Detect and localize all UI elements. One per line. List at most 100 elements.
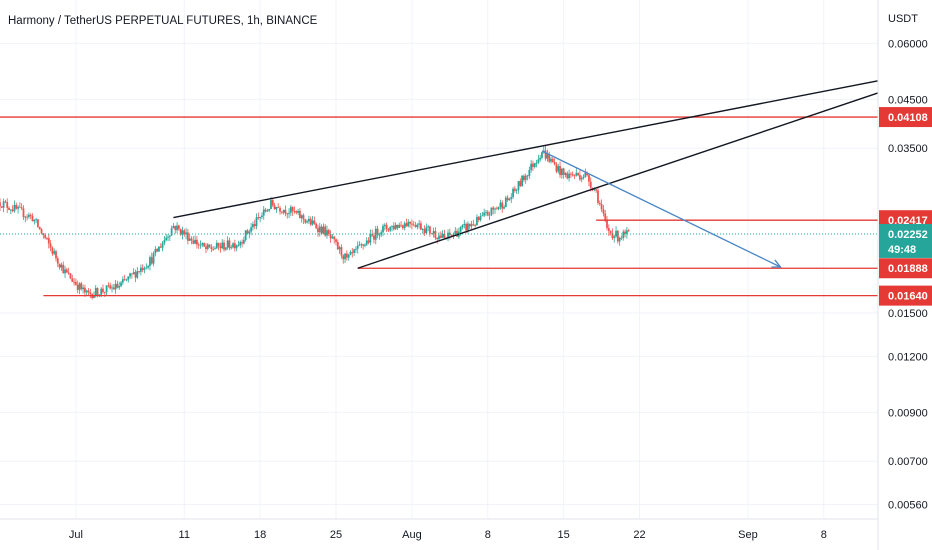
candle-body: [194, 239, 197, 244]
candle-body: [615, 230, 617, 237]
candle-body: [112, 287, 115, 290]
candle-body: [555, 164, 558, 172]
candle-body: [382, 226, 384, 233]
candle-body: [221, 242, 224, 249]
candle-body: [60, 264, 63, 268]
candle-body: [259, 217, 262, 219]
time-tick-label: 15: [558, 529, 570, 541]
candle-body: [539, 157, 542, 160]
candle-body: [159, 246, 162, 248]
candle-body: [136, 271, 139, 278]
candle-body: [252, 224, 254, 228]
candle-body: [271, 200, 274, 206]
candle-body: [606, 220, 608, 229]
candle-body: [423, 228, 426, 233]
candle-body: [593, 189, 596, 191]
candle-body: [490, 207, 493, 215]
candle-body: [463, 223, 466, 226]
candle-body: [295, 211, 298, 213]
candle-body: [56, 258, 59, 264]
candle-body: [235, 245, 238, 249]
candle-body: [504, 197, 507, 207]
candle-body: [317, 228, 319, 233]
candle-body: [335, 239, 337, 243]
level-tag-background: [879, 107, 932, 128]
forecast-arrow: [541, 150, 782, 268]
candle-body: [436, 237, 439, 240]
candle-body: [93, 294, 95, 298]
candle-body: [383, 224, 386, 227]
candle-body: [120, 282, 122, 287]
candle-body: [342, 255, 345, 260]
candle-body: [311, 220, 314, 225]
candle-body: [174, 225, 177, 231]
arrow-line: [541, 150, 781, 268]
candle-body: [485, 211, 487, 213]
candle-body: [250, 227, 253, 232]
candle-body: [87, 290, 90, 293]
candle-body: [138, 271, 141, 272]
candle-body: [242, 239, 245, 244]
candle-body: [76, 284, 79, 290]
candle-body: [46, 238, 48, 239]
candle-body: [329, 234, 332, 239]
candle-body: [421, 228, 424, 230]
candle-body: [618, 237, 621, 242]
candle-body: [156, 249, 159, 252]
candle-body: [371, 234, 374, 236]
candle-body: [519, 181, 522, 186]
candle-body: [306, 221, 309, 223]
candle-body: [286, 213, 289, 215]
candle-body: [418, 223, 421, 225]
candle-body: [589, 181, 592, 188]
candle-body: [434, 231, 437, 238]
candle-body: [105, 285, 108, 293]
last-price-tag-text: 0.02252: [888, 229, 928, 241]
candle-body: [111, 287, 113, 289]
time-axis[interactable]: Jul 11 18 25 Aug 8 15 22 Sep 8: [69, 529, 827, 541]
time-tick-label: Sep: [738, 529, 758, 541]
candle-body: [523, 175, 525, 181]
candle-body: [354, 248, 357, 250]
candle-body: [557, 166, 560, 172]
candle-body: [210, 247, 213, 249]
candle-body: [33, 219, 36, 222]
candle-body: [477, 217, 480, 220]
candle-body: [143, 268, 146, 270]
candle-body: [8, 207, 10, 210]
candle-body: [264, 209, 267, 212]
candle-body: [586, 172, 589, 176]
candle-body: [467, 223, 469, 231]
candle-body: [181, 230, 184, 235]
candle-body: [568, 173, 570, 179]
candle-body: [64, 269, 66, 274]
candle-body: [51, 247, 54, 254]
candle-body: [89, 292, 92, 294]
candle-body: [579, 175, 581, 180]
candle-body: [308, 218, 310, 222]
candle-body: [331, 236, 334, 239]
price-tick-label: 0.01200: [888, 351, 928, 363]
candle-body: [170, 228, 173, 236]
candle-body: [367, 240, 370, 243]
candle-body: [571, 174, 574, 176]
candle-body: [609, 231, 612, 234]
candle-body: [74, 281, 77, 285]
level-tag-background: [879, 285, 932, 306]
candle-body: [2, 201, 5, 208]
candle-body: [262, 209, 265, 216]
candle-body: [508, 198, 511, 201]
candle-body: [140, 267, 142, 272]
time-tick-label: 22: [633, 529, 645, 541]
candle-body: [257, 217, 260, 219]
candle-body: [270, 200, 272, 209]
candle-body: [241, 242, 243, 244]
price-axis[interactable]: 0.06000 0.04500 0.03500 0.01500 0.01200 0.009…: [888, 38, 928, 511]
candle-body: [134, 272, 137, 278]
candle-body: [163, 239, 166, 244]
candle-body: [214, 248, 216, 250]
candle-body: [37, 219, 39, 228]
candle-body: [580, 178, 583, 180]
